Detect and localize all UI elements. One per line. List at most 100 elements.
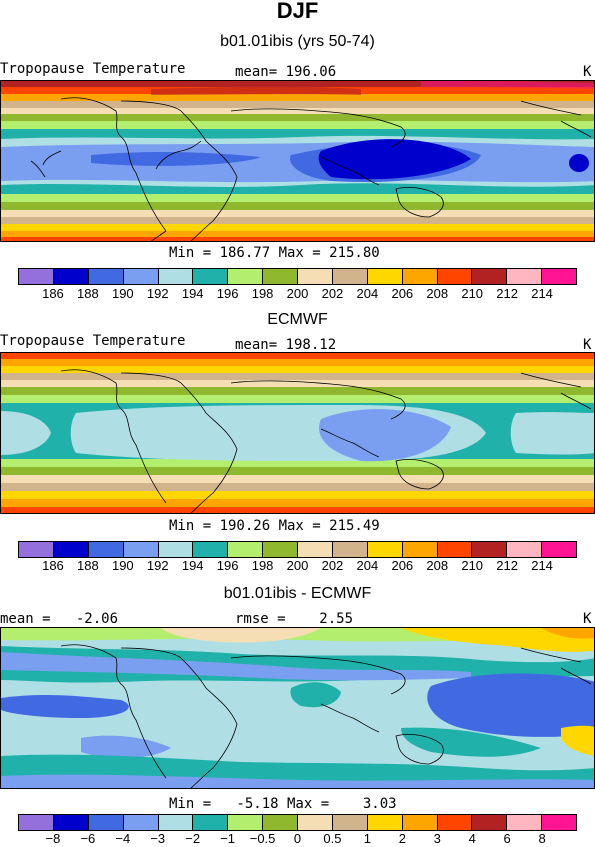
colorbar-segment xyxy=(88,269,124,284)
colorbar-tick-label: 202 xyxy=(321,286,344,301)
colorbar-segment xyxy=(193,815,229,830)
colorbar-segment xyxy=(263,269,298,284)
colorbar-tick-label: 200 xyxy=(286,558,309,573)
colorbar-tick-label: 212 xyxy=(496,286,518,301)
colorbar-segment xyxy=(507,269,543,284)
colorbar-tick-label: 204 xyxy=(356,558,379,573)
colorbar-tick-label: 188 xyxy=(77,558,99,573)
colorbar-tick-label: 206 xyxy=(391,286,414,301)
panel1-units-label: K xyxy=(583,64,592,80)
panel3-map xyxy=(0,627,595,789)
colorbar-segment xyxy=(298,269,333,284)
panel2-stats: Min = 190.26 Max = 215.49 xyxy=(169,518,380,534)
colorbar-segment xyxy=(263,542,298,557)
colorbar-segment xyxy=(123,269,159,284)
colorbar-segment xyxy=(332,269,368,284)
colorbar-segment xyxy=(88,542,124,557)
colorbar-segment xyxy=(298,542,333,557)
colorbar-tick-label: −4 xyxy=(115,831,131,846)
colorbar-tick-label: 3 xyxy=(433,831,441,846)
colorbar-segment xyxy=(193,269,229,284)
colorbar-tick-label: 186 xyxy=(42,286,64,301)
colorbar-tick-label: −0.5 xyxy=(249,831,276,846)
colorbar-segment xyxy=(19,269,54,284)
colorbar-tick-label: 214 xyxy=(531,558,553,573)
colorbar-segment xyxy=(332,815,368,830)
panel3-mean-label: mean = -2.06 xyxy=(0,611,119,627)
colorbar-tick-label: 198 xyxy=(251,286,274,301)
panel3-contour-map xyxy=(1,628,594,788)
panel2-mean-label: mean= 198.12 xyxy=(235,337,337,353)
colorbar-tick-label: −1 xyxy=(220,831,236,846)
panel1-map xyxy=(0,80,595,242)
colorbar-segment xyxy=(402,269,438,284)
colorbar-tick-label: 8 xyxy=(538,831,546,846)
colorbar-segment xyxy=(19,542,54,557)
panel1-stats: Min = 186.77 Max = 215.80 xyxy=(169,245,380,261)
panel1-mean-label: mean= 196.06 xyxy=(235,64,337,80)
panel3-units-label: K xyxy=(583,611,592,627)
colorbar-segment xyxy=(367,815,403,830)
colorbar-segment xyxy=(332,542,368,557)
colorbar-segment xyxy=(53,542,89,557)
panel3-rmse-label: rmse = 2.55 xyxy=(235,611,354,627)
colorbar-tick-label: 208 xyxy=(426,286,449,301)
colorbar-segment xyxy=(437,815,473,830)
colorbar-tick-label: 190 xyxy=(111,558,134,573)
colorbar-tick-label: 206 xyxy=(391,558,414,573)
panel1-colorbar-ticks: 186 188 190 192 194 196 198 200 202 204 206 208 210 2… xyxy=(18,286,577,302)
colorbar-segment xyxy=(228,269,264,284)
colorbar-segment xyxy=(298,815,333,830)
colorbar-segment xyxy=(437,542,473,557)
colorbar-segment xyxy=(19,815,54,830)
colorbar-tick-label: 6 xyxy=(503,831,511,846)
colorbar-tick-label: 204 xyxy=(356,286,379,301)
panel2-map xyxy=(0,352,595,514)
colorbar-tick-label: 210 xyxy=(461,286,484,301)
figure-title: DJF xyxy=(276,0,319,23)
colorbar-tick-label: 1 xyxy=(363,831,371,846)
panel1-colorbar xyxy=(18,268,577,285)
colorbar-tick-label: 2 xyxy=(398,831,406,846)
panel3-title: b01.01ibis - ECMWF xyxy=(223,585,372,602)
colorbar-tick-label: 210 xyxy=(461,558,484,573)
panel1-title: b01.01ibis (yrs 50-74) xyxy=(220,33,375,50)
panel3-colorbar-ticks: −8 −6 −4 −3 −2 −1 −0.5 0 0.5 1 2 3 4 6 8 xyxy=(18,831,577,847)
colorbar-tick-label: −6 xyxy=(80,831,96,846)
panel2-units-label: K xyxy=(583,337,592,353)
colorbar-tick-label: 192 xyxy=(146,286,169,301)
panel2-contour-map xyxy=(1,353,594,513)
colorbar-tick-label: 188 xyxy=(77,286,99,301)
colorbar-segment xyxy=(472,269,508,284)
colorbar-tick-label: −8 xyxy=(45,831,61,846)
colorbar-segment xyxy=(472,542,508,557)
colorbar-segment xyxy=(507,542,543,557)
colorbar-segment xyxy=(88,815,124,830)
colorbar-segment xyxy=(158,269,194,284)
colorbar-segment xyxy=(542,542,576,557)
panel1-left-label: Tropopause Temperature xyxy=(0,61,186,77)
colorbar-segment xyxy=(193,542,229,557)
colorbar-tick-label: 208 xyxy=(426,558,449,573)
panel3-colorbar xyxy=(18,814,577,831)
colorbar-tick-label: 196 xyxy=(216,286,239,301)
colorbar-segment xyxy=(158,542,194,557)
colorbar-segment xyxy=(542,815,576,830)
colorbar-tick-label: 200 xyxy=(286,286,309,301)
colorbar-tick-label: 194 xyxy=(181,558,204,573)
colorbar-tick-label: 0 xyxy=(293,831,302,846)
colorbar-segment xyxy=(402,815,438,830)
panel2-colorbar xyxy=(18,541,577,558)
panel2-left-label: Tropopause Temperature xyxy=(0,333,186,349)
colorbar-segment xyxy=(402,542,438,557)
colorbar-tick-label: 214 xyxy=(531,286,553,301)
colorbar-tick-label: 202 xyxy=(321,558,344,573)
colorbar-tick-label: −3 xyxy=(150,831,166,846)
colorbar-segment xyxy=(507,815,543,830)
colorbar-segment xyxy=(263,815,298,830)
colorbar-segment xyxy=(53,815,89,830)
colorbar-tick-label: 212 xyxy=(496,558,518,573)
panel2-title: ECMWF xyxy=(267,311,328,328)
colorbar-segment xyxy=(437,269,473,284)
colorbar-segment xyxy=(367,542,403,557)
